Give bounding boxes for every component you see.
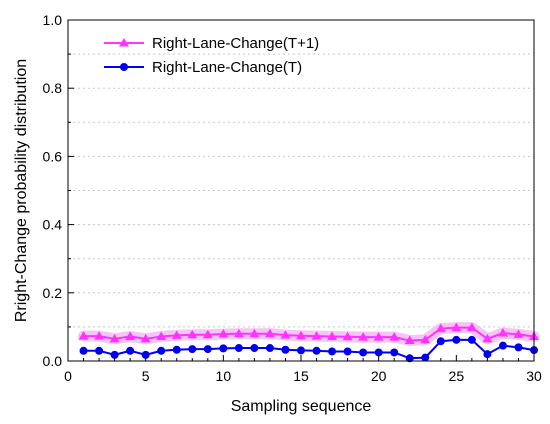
x-tick-label: 15 — [293, 368, 309, 384]
data-point — [78, 331, 89, 340]
data-point — [328, 347, 337, 356]
data-point — [234, 344, 243, 353]
y-tick-label: 0.4 — [43, 217, 63, 233]
data-point — [404, 335, 415, 345]
y-tick-label: 0.8 — [43, 80, 63, 96]
data-point — [435, 323, 446, 333]
data-point — [140, 333, 151, 343]
legend-label: Right-Lane-Change(T+1) — [152, 35, 319, 52]
data-point — [250, 344, 259, 353]
x-axis-title: Sampling sequence — [231, 398, 372, 415]
data-point — [94, 331, 105, 340]
data-point — [514, 343, 523, 352]
data-point — [95, 346, 104, 355]
data-point — [188, 345, 197, 354]
data-point — [157, 346, 166, 355]
x-tick-label: 0 — [64, 368, 72, 384]
data-point — [513, 329, 524, 338]
y-axis-ticks: 0.0 0.2 0.4 0.6 0.8 1.0 — [43, 12, 74, 369]
data-point — [374, 348, 383, 357]
data-point — [312, 346, 321, 355]
legend: Right-Lane-Change(T+1) Right-Lane-Change(… — [104, 35, 319, 76]
data-point — [483, 350, 492, 359]
data-point — [373, 332, 384, 341]
data-point — [156, 331, 167, 340]
data-point — [420, 334, 431, 344]
data-point — [390, 348, 399, 357]
data-point — [296, 330, 306, 340]
legend-marker — [119, 38, 129, 47]
data-point — [358, 332, 369, 341]
data-point — [125, 331, 136, 340]
data-point — [79, 346, 88, 355]
data-point — [172, 345, 181, 354]
data-point — [233, 328, 244, 338]
x-tick-label: 25 — [449, 368, 465, 384]
x-axis-ticks: 0 5 10 15 20 25 30 — [64, 355, 542, 384]
data-point — [343, 347, 352, 356]
y-tick-label: 0.2 — [43, 285, 63, 301]
legend-marker — [120, 63, 128, 71]
y-tick-label: 0.6 — [43, 148, 63, 164]
y-tick-label: 1.0 — [43, 12, 63, 28]
data-point — [265, 344, 274, 353]
data-point — [497, 328, 508, 337]
y-tick-label: 0.0 — [43, 353, 63, 369]
y-axis-title: Rright-Change probability distribution — [13, 59, 30, 322]
data-point — [141, 350, 150, 359]
x-tick-label: 20 — [371, 368, 387, 384]
data-point — [389, 332, 400, 341]
data-point — [126, 346, 135, 355]
data-point — [109, 333, 120, 343]
data-point — [171, 330, 182, 339]
data-point — [110, 350, 119, 359]
data-point — [297, 346, 305, 355]
data-point — [281, 345, 290, 354]
data-point — [219, 344, 228, 353]
data-point — [482, 333, 493, 343]
data-point — [202, 329, 213, 339]
data-point — [249, 328, 260, 338]
x-tick-label: 30 — [526, 368, 542, 384]
data-point — [466, 322, 477, 332]
data-point — [498, 341, 507, 350]
x-tick-label: 10 — [216, 368, 232, 384]
data-point — [327, 331, 338, 340]
data-point — [359, 348, 368, 357]
data-point — [451, 322, 462, 332]
data-point — [218, 329, 229, 338]
data-point — [203, 345, 212, 354]
data-point — [467, 335, 476, 344]
x-tick-label: 5 — [142, 368, 150, 384]
legend-label: Right-Lane-Change(T) — [152, 59, 302, 76]
data-point — [280, 330, 291, 339]
data-point — [187, 329, 198, 339]
data-point — [342, 331, 353, 341]
series-layer — [78, 322, 539, 363]
data-point — [264, 328, 275, 338]
data-point — [311, 331, 322, 340]
data-point — [421, 353, 430, 362]
data-point — [436, 337, 445, 346]
data-point — [452, 335, 461, 344]
